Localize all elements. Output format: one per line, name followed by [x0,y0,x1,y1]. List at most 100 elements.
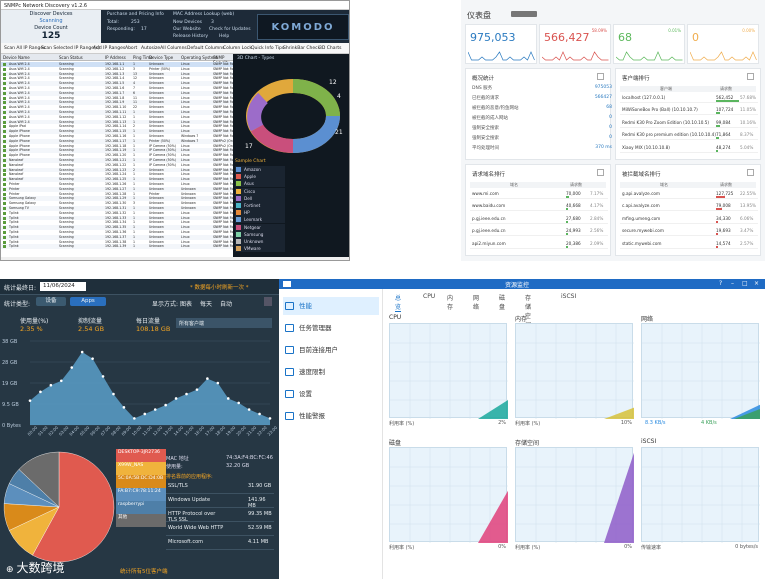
table-row[interactable]: Samsung TV Scanning 192.168.1.31 1 Unknown Un… [1,206,349,211]
view-auto-select[interactable]: 自动 [220,301,233,308]
table-row[interactable]: Nanoleaf Scanning 192.168.1.24 1 Unknown Linu… [1,172,349,177]
table-row[interactable]: Asus Wifi 2.4 Scanning 192.168.1.5 4 Unknown… [1,81,349,86]
default-columns-button[interactable]: Default Columns [187,46,225,51]
table-row[interactable]: p.gj.ieee.edu.cn 24,993 2.56% [470,226,608,237]
close-icon[interactable]: × [754,280,760,287]
tab-memory[interactable]: 内存 [447,295,454,311]
table-row[interactable]: Asus Wifi 2.4 Scanning 192.168.1.12 1 Unknow… [1,115,349,120]
maximize-icon[interactable]: □ [742,280,748,287]
table-row[interactable]: Tplink Scanning 192.168.1.33 1 Unknown Linux S… [1,215,349,221]
col-header[interactable]: Scan Status [59,55,83,60]
table-row[interactable]: Xiaoy MIX (10.10.10.8) 48,274 5.04% [620,143,758,153]
table-row[interactable]: c.api.avalyze.com 79,008 13.95% [620,201,758,212]
table-row[interactable]: Samsung Galaxy Scanning 192.168.1.29 1 Unkno… [1,196,349,202]
sidebar-item[interactable]: 性能 [283,297,379,315]
quick-info-button[interactable]: Quick Info Tips [251,46,285,51]
table-row[interactable]: Apple iPhone Scanning 192.168.1.16 1 Unknown… [1,134,349,139]
3d-charts-button[interactable]: 3D Charts [319,46,342,51]
table-row[interactable]: Asus Wifi 2.4 Scanning 192.168.1.2 3 Printer… [1,67,349,72]
table-row[interactable]: Tplink Scanning 192.168.1.38 1 Unknown Linux S… [1,240,349,245]
table-row[interactable]: Nanoleaf Scanning 192.168.1.25 1 Unknown Linu… [1,177,349,182]
table-row[interactable]: Tplink Scanning 192.168.1.37 1 Unknown Linux S… [1,234,349,240]
refresh-icon[interactable] [597,73,604,80]
trash-icon[interactable] [264,297,272,306]
col-header[interactable]: Device Name [3,55,30,60]
sidebar-item[interactable]: 任务管理器 [283,319,379,337]
tab-network[interactable]: 网络 [473,295,480,311]
table-row[interactable]: Asus Wifi 2.4 Scanning 192.168.1.4 12 Unknow… [1,76,349,81]
table-row[interactable]: p.gj.ieee.edu.cn 27,680 2.84% [470,214,608,224]
table-row[interactable]: api2.miyun.com 20,386 2.09% [470,239,608,249]
table-row[interactable]: Tplink Scanning 192.168.1.35 1 Unknown Linux S… [1,225,349,230]
table-row[interactable]: Tplink Scanning 192.168.1.34 1 Unknown Linux S… [1,220,349,225]
scan-selected-button[interactable]: Scan Selected IP Range(s) [41,46,100,51]
table-row[interactable]: Asus Wifi 2.4 Scanning 192.168.1.9 11 Unknow… [1,100,349,106]
table-row[interactable]: Asus Wifi 2.4 Scanning 192.168.1.3 13 Unknow… [1,71,349,77]
table-row[interactable]: mfing.umeng.com 34,330 6.06% [620,214,758,224]
col-header[interactable]: Ping Time [133,55,153,60]
table-row[interactable]: Nanoleaf Scanning 192.168.1.22 1 IP Camera (… [1,163,349,168]
table-row[interactable]: Nanoleaf Scanning 192.168.1.21 1 IP Camera (… [1,158,349,163]
minimize-icon[interactable]: – [731,280,734,287]
table-row[interactable]: Asus Wifi 2.4 Scanning 192.168.1.11 1 Unknow… [1,110,349,115]
table-row[interactable]: www.mi.com 70,000 7.17% [470,189,608,199]
table-row[interactable]: Redmi K30 Pro Zoom Edition (10.10.10.5) 9… [620,118,758,128]
table-row[interactable]: Tplink Scanning 192.168.1.39 1 Unknown Linux S… [1,244,349,250]
col-header[interactable]: Operating System [181,55,218,60]
menu-item[interactable]: Purchase and Pricing Info [107,12,164,17]
table-row[interactable]: Samsung Galaxy Scanning 192.168.1.30 3 Unkno… [1,201,349,206]
menu-item[interactable]: Check for Updates [209,27,251,32]
table-row[interactable]: Asus Wifi 2.4 Scanning 192.168.1.13 1 Unknow… [1,119,349,125]
sidebar-item[interactable]: 设置 [283,385,379,403]
col-header[interactable]: Device Type [149,55,174,60]
sidebar-item[interactable]: 速度限制 [283,363,379,381]
refresh-icon[interactable] [747,73,754,80]
table-row[interactable]: Apple iPad Scanning 192.168.1.14 2 Unknown Li… [1,124,349,129]
discover-tab[interactable]: Discover Devices [29,11,73,17]
apps-button[interactable]: Apps [70,297,106,306]
client-select[interactable]: 所有客户端 [176,318,272,328]
menu-item[interactable]: Our Website [173,27,201,32]
add-ranges-button[interactable]: Add IP Ranges [93,46,126,51]
refresh-button[interactable] [511,11,537,17]
table-row[interactable]: Redmi K30 pro premium edition (10.10.10.… [620,130,758,141]
table-row[interactable]: Tplink Scanning 192.168.1.32 1 Unknown Linux S… [1,211,349,216]
sidebar-item[interactable]: 性能警报 [283,407,379,425]
tab-cpu[interactable]: CPU [423,293,436,300]
shrinkbar-button[interactable]: ShrinkBar Check [283,46,321,51]
table-row[interactable]: g.api.avalyze.com 127,725 22.55% [620,189,758,199]
refresh-icon[interactable] [597,169,604,176]
column-lock-button[interactable]: Column Lock [223,46,252,51]
view-daily-select[interactable]: 每天 [200,301,213,308]
menu-item[interactable]: Help [219,34,230,39]
view-chart-select[interactable]: 图表 [180,301,193,308]
tab-disk[interactable]: 磁盘 [499,295,506,311]
table-row[interactable]: localhost (127.0.0.1) 562,452 57.68% [620,93,758,103]
table-row[interactable]: Nanoleaf Scanning 192.168.1.23 2 Unknown Linu… [1,167,349,173]
table-row[interactable]: Asus Wifi 2.4 Scanning 192.168.1.8 11 Unknow… [1,96,349,101]
date-input[interactable]: 11/06/2024 [40,282,86,291]
sidebar-item[interactable]: 目前连接用户 [283,341,379,359]
table-row[interactable]: Apple iPhone Scanning 192.168.1.15 1 Unknown… [1,129,349,134]
table-row[interactable]: Printer Scanning 192.168.1.28 1 Printer Unkno… [1,192,349,197]
device-button[interactable]: 设备 [36,297,66,306]
tab-overview[interactable]: 总览 [395,295,402,312]
menu-item[interactable]: Release History [173,34,209,39]
table-row[interactable]: secure.mywebi.com 19,693 3.47% [620,226,758,237]
table-row[interactable]: Asus Wifi 2.4 Scanning 192.168.1.6 7 Unknown… [1,86,349,91]
help-icon[interactable]: ? [719,280,723,287]
abort-button[interactable]: Abort [125,46,138,51]
table-row[interactable]: Apple iPhone Scanning 192.168.1.19 1 IP Came… [1,148,349,154]
table-row[interactable]: Printer Scanning 192.168.1.27 1 Unknown Unkno… [1,186,349,192]
table-row[interactable]: Tplink Scanning 192.168.1.36 1 Unknown Linux S… [1,230,349,235]
refresh-icon[interactable] [747,169,754,176]
autosize-button[interactable]: AutosizeAll Columns [141,46,187,51]
table-row[interactable]: Apple iPhone Scanning 192.168.1.20 1 IP Came… [1,153,349,158]
table-row[interactable]: Asus Wifi 2.4 Scanning 192.168.1.7 6 Unknown… [1,90,349,96]
scan-all-button[interactable]: Scan All IP Ranges [4,46,46,51]
tab-iscsi[interactable]: iSCSI [561,293,577,300]
table-row[interactable]: static.mywebi.com 14,574 2.57% [620,239,758,249]
menu-item[interactable]: MAC Address Lookup (web) [173,12,235,17]
table-row[interactable]: Printer Scanning 192.168.1.26 1 Unknown Linux… [1,182,349,187]
col-header[interactable]: IP Address [105,55,126,60]
